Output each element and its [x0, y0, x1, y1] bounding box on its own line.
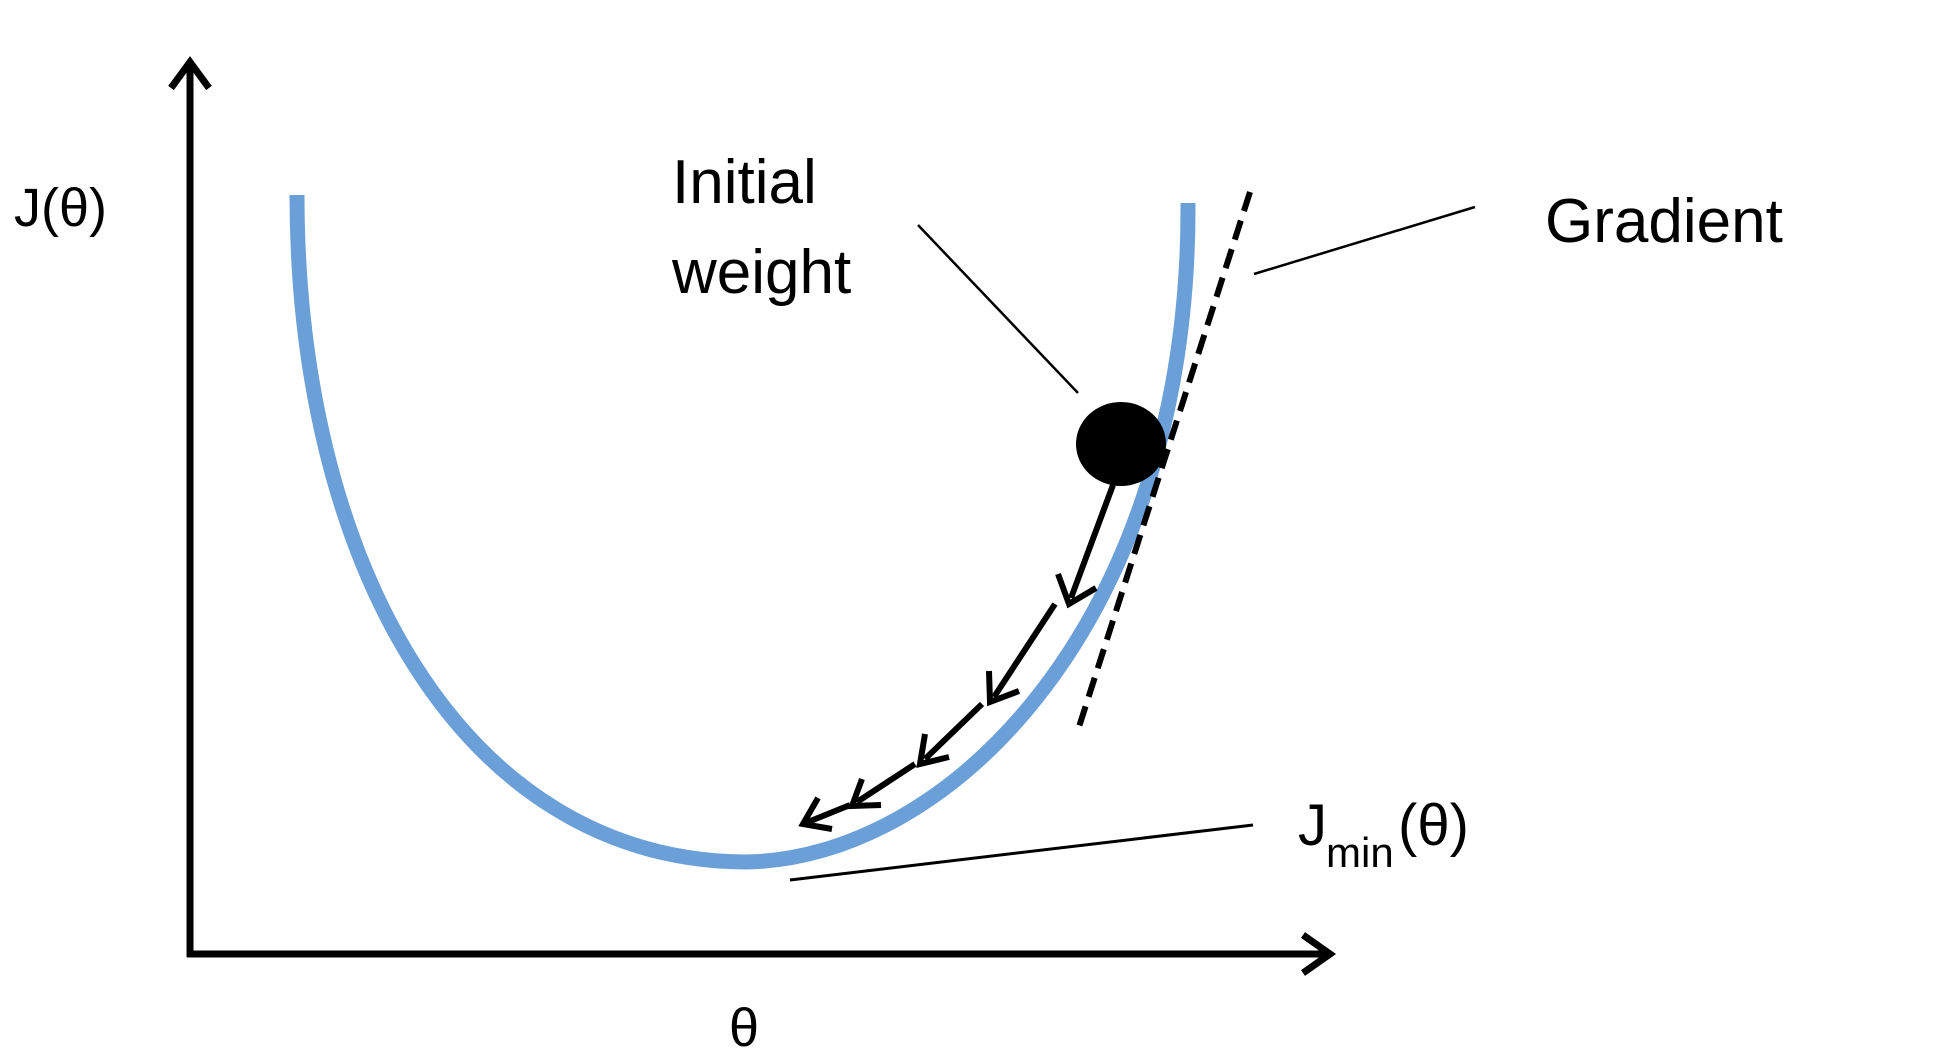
descent-steps — [798, 483, 1116, 832]
jmin-leader — [789, 823, 1254, 882]
descent-step-arrowhead — [847, 777, 882, 810]
descent-step-arrowhead — [986, 670, 1021, 707]
initial-weight-label-line2: weight — [671, 238, 851, 307]
jmin-label-subscript: min — [1326, 829, 1394, 876]
jmin-label-main: J — [1298, 793, 1327, 858]
initial-weight-point — [1076, 402, 1166, 486]
jmin-label: J min (θ) — [1298, 793, 1469, 876]
descent-step-arrowhead — [1055, 572, 1098, 609]
gradient-label: Gradient — [1545, 187, 1783, 256]
descent-step-arrow — [1068, 483, 1116, 600]
gradient-tangent-line — [1075, 191, 1253, 731]
descent-step-arrow — [991, 602, 1058, 699]
descent-step-arrow — [855, 761, 917, 805]
cost-curve — [289, 194, 1196, 870]
gradient-leader — [1253, 205, 1476, 276]
initial-weight-leader — [917, 224, 1079, 394]
x-axis-label: θ — [729, 998, 759, 1058]
initial-weight-label-line1: Initial — [672, 148, 817, 217]
y-axis-label: J(θ) — [14, 178, 107, 238]
x-axis-arrowhead — [1300, 932, 1337, 976]
descent-step-arrowhead — [916, 733, 950, 768]
descent-step-arrowhead — [798, 796, 833, 832]
axes — [168, 56, 1337, 976]
y-axis-arrowhead — [168, 56, 212, 91]
descent-step-arrow — [922, 701, 985, 762]
descent-step-arrow — [806, 802, 852, 825]
jmin-label-paren: (θ) — [1398, 793, 1469, 858]
